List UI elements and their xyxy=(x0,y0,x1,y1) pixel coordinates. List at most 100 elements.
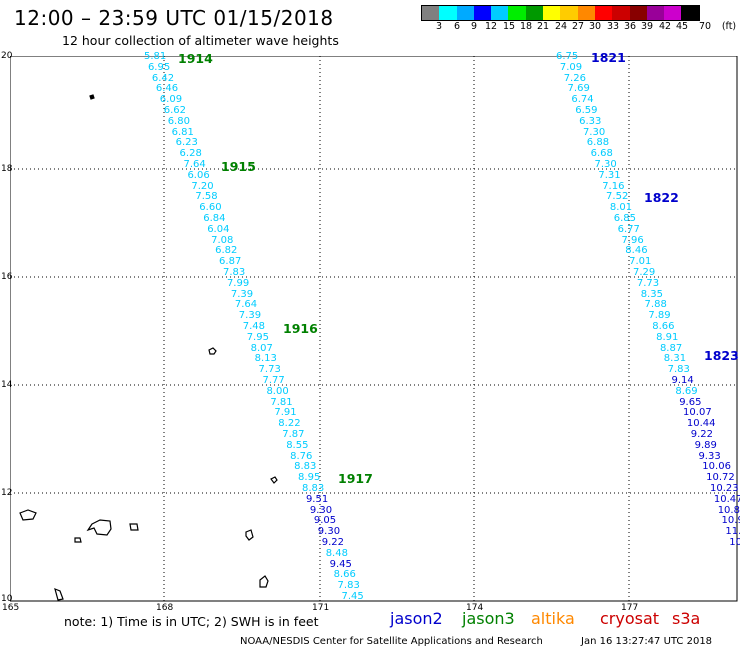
wave-height-value: 9.45 xyxy=(329,558,352,570)
lat-tick-label: 10 xyxy=(1,594,13,604)
wave-height-value: 7.31 xyxy=(598,169,621,181)
island-outline xyxy=(270,476,278,484)
wave-height-value: 7.30 xyxy=(594,159,617,170)
pass-label: 1823 xyxy=(704,348,739,363)
wave-height-value: 7.69 xyxy=(567,83,590,95)
pass-label: 1914 xyxy=(178,51,213,66)
wave-height-value: 6.77 xyxy=(617,223,640,235)
wave-height-value: 8.55 xyxy=(286,439,309,451)
wave-height-value: 6.68 xyxy=(590,148,613,160)
wave-height-value: 7.58 xyxy=(195,191,218,203)
wave-height-value: 7.09 xyxy=(559,61,583,73)
wave-height-value: 8.87 xyxy=(659,342,683,354)
island-outline xyxy=(129,523,139,531)
legend-altika: altika xyxy=(531,609,575,628)
colorbar-swatch xyxy=(439,6,457,20)
footer-note: note: 1) Time is in UTC; 2) SWH is in fe… xyxy=(64,614,319,629)
wave-height-value: 7.88 xyxy=(644,299,667,311)
colorbar-swatch xyxy=(577,6,595,20)
colorbar-label: 30 xyxy=(588,21,602,32)
wave-height-value: 8.01 xyxy=(609,202,633,214)
wave-height-value: 9.30 xyxy=(309,504,333,516)
colorbar-label: 15 xyxy=(502,21,516,32)
wave-height-value: 6.87 xyxy=(219,256,242,268)
island-outline xyxy=(89,94,95,100)
wave-height-value: 6.42 xyxy=(151,72,175,84)
wave-height-value: 10.9 xyxy=(721,515,740,527)
wave-height-value: 7.08 xyxy=(211,234,234,246)
wave-height-value: 8.48 xyxy=(325,547,348,559)
lon-tick-label: 165 xyxy=(2,603,20,613)
wave-height-value: 7.30 xyxy=(582,126,606,138)
wave-height-value: 6.84 xyxy=(203,213,226,224)
colorbar-swatch xyxy=(422,6,440,20)
wave-height-colorbar xyxy=(421,5,700,21)
wave-height-value: 6.74 xyxy=(571,94,594,106)
colorbar-swatch xyxy=(560,6,578,20)
wave-height-value: 7.48 xyxy=(242,321,266,332)
lat-tick-label: 14 xyxy=(1,380,13,390)
colorbar-swatch xyxy=(681,6,699,20)
wave-height-value: 7.95 xyxy=(246,331,269,343)
generated-timestamp: Jan 16 13:27:47 UTC 2018 xyxy=(581,636,713,647)
wave-height-value: 8.91 xyxy=(656,331,679,343)
wave-height-value: 6.59 xyxy=(575,105,598,116)
wave-height-value: 9.14 xyxy=(671,375,694,386)
map-subtitle: 12 hour collection of altimeter wave hei… xyxy=(62,33,339,48)
wave-height-value: 9.22 xyxy=(321,537,345,548)
wave-height-value: 7.81 xyxy=(270,396,293,408)
wave-height-value: 7.39 xyxy=(230,288,254,300)
island-outline xyxy=(74,537,82,543)
wave-height-value: 6.75 xyxy=(556,51,579,62)
wave-height-value: 8.95 xyxy=(298,472,321,484)
colorbar-label: 6 xyxy=(453,21,461,32)
islands xyxy=(19,94,278,601)
wave-height-value: 10 xyxy=(729,537,740,548)
wave-height-value: 6.09 xyxy=(159,94,183,106)
wave-height-value: 7.89 xyxy=(648,310,671,322)
lon-tick-label: 177 xyxy=(621,603,639,613)
wave-height-value: 9.05 xyxy=(313,515,337,527)
wave-height-value: 7.73 xyxy=(258,364,281,376)
wave-height-value: 6.88 xyxy=(586,137,610,149)
island-outline xyxy=(54,587,64,601)
wave-height-value: 9.51 xyxy=(305,493,329,505)
wave-height-value: 9.22 xyxy=(690,429,714,440)
colorbar-swatch xyxy=(525,6,544,20)
wave-height-value: 8.13 xyxy=(254,353,277,365)
wave-height-value: 10.07 xyxy=(683,407,712,419)
wave-height-value: 6.33 xyxy=(579,115,602,127)
wave-height-value: 7.16 xyxy=(602,180,625,192)
wave-height-value: 11. xyxy=(725,526,740,538)
colorbar-label: 70 xyxy=(698,21,712,32)
wave-height-value: 10.47 xyxy=(713,493,740,505)
lat-tick-label: 16 xyxy=(1,272,13,282)
wave-height-value: 10.23 xyxy=(710,483,739,494)
colorbar-label: 27 xyxy=(571,21,585,32)
pass-label: 1821 xyxy=(591,50,626,65)
wave-height-value: 7.29 xyxy=(633,267,656,278)
lat-tick-label: 12 xyxy=(1,488,13,498)
lon-tick-label: 168 xyxy=(156,603,174,613)
wave-height-value: 7.77 xyxy=(262,375,285,386)
wave-height-value: 8.35 xyxy=(640,288,663,300)
map-title: 12:00 – 23:59 UTC 01/15/2018 xyxy=(14,6,334,30)
colorbar-swatch xyxy=(543,6,561,20)
wave-height-value: 6.85 xyxy=(613,213,637,224)
pass-label: 1822 xyxy=(644,190,679,205)
wave-height-value: 7.83 xyxy=(337,580,360,592)
colorbar-swatch xyxy=(629,6,647,20)
colorbar-label: 24 xyxy=(554,21,568,32)
wave-height-value: 7.64 xyxy=(183,159,206,170)
wave-height-value: 10.8 xyxy=(717,504,740,516)
credit-line: NOAA/NESDIS Center for Satellite Applica… xyxy=(240,636,543,647)
legend-cryosat: cryosat xyxy=(600,609,660,628)
wave-height-value: 7.91 xyxy=(274,407,297,419)
wave-height-value: 7.26 xyxy=(563,72,586,84)
colorbar-label: 33 xyxy=(606,21,620,32)
wave-height-value: 9.33 xyxy=(698,450,721,462)
legend-jason3: jason3 xyxy=(462,609,515,628)
wave-height-value: 6.28 xyxy=(179,148,202,160)
lon-tick-label: 174 xyxy=(466,603,484,613)
wave-height-value: 8.66 xyxy=(652,321,675,332)
